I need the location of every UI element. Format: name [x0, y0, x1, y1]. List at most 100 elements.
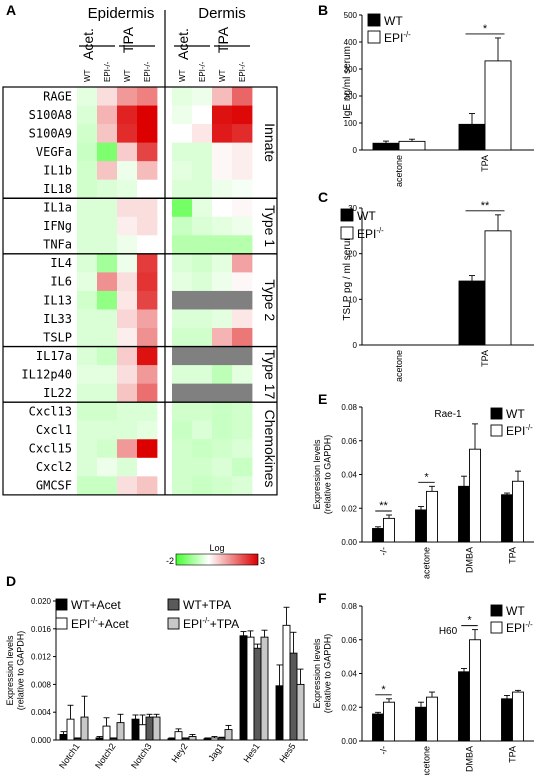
category-label: Chemokines: [262, 410, 278, 488]
heatmap-cell: [172, 124, 193, 144]
bar: [372, 528, 384, 543]
row-label: TSLP: [43, 330, 72, 344]
heatmap-cell: [97, 457, 118, 477]
heatmap-cell: [212, 309, 233, 329]
heatmap-cell: [117, 476, 138, 496]
bar: [501, 494, 513, 543]
bar: [469, 448, 481, 543]
bar: [224, 729, 233, 741]
y-tick-label: 0.04: [341, 471, 357, 480]
y-tick-label: 0.020: [31, 597, 52, 606]
heatmap-cell: [212, 365, 233, 385]
heatmap-cell: [77, 365, 98, 385]
heatmap-cell: [137, 124, 158, 144]
heatmap-cell: [137, 439, 158, 459]
bar: [59, 733, 68, 741]
row-label: IL4: [50, 256, 72, 270]
heatmap-cell: [192, 290, 213, 310]
heatmap-cell: [97, 402, 118, 422]
heatmap-cell: [137, 235, 158, 255]
heatmap-cell: [192, 346, 213, 366]
category-label: Hes5: [277, 741, 297, 764]
heatmap-cell: [172, 105, 193, 125]
legend-swatch: [55, 617, 68, 630]
genotype-label: EPI-/-: [198, 61, 207, 82]
panel-letter-f: F: [318, 590, 327, 606]
heatmap-cell: [232, 198, 253, 218]
heatmap-cell: [117, 216, 138, 236]
heatmap-cell: [192, 476, 213, 496]
heatmap-cell: [97, 124, 118, 144]
legend-label: WT+Acet: [71, 598, 121, 612]
heatmap-cell: [232, 309, 253, 329]
heatmap-cell: [172, 309, 193, 329]
bar: [174, 731, 183, 741]
bar: [484, 230, 512, 346]
heatmap-cell: [137, 105, 158, 125]
row-label: Cxcl13: [29, 405, 72, 419]
chart-f: 0.00 0.02 0.04 0.06 0.08 Expression levels (re…: [312, 602, 534, 775]
genotype-label: WT: [123, 69, 132, 82]
heatmap-cell: [192, 365, 213, 385]
bar: [260, 636, 269, 741]
heatmap-cell: [192, 253, 213, 273]
legend-label: WT+TPA: [183, 598, 231, 612]
heatmap-cell: [97, 235, 118, 255]
category-label: Notch1: [57, 741, 82, 770]
bar: [152, 716, 161, 741]
panel-letter-c: C: [318, 189, 328, 205]
heatmap-cell: [77, 253, 98, 273]
group-label: Epidermis: [88, 5, 155, 22]
heatmap-cell: [212, 420, 233, 440]
genotype-label: EPI-/-: [238, 61, 247, 82]
heatmap-cell: [232, 457, 253, 477]
chart-c: 0 10 20 30 TSLP pg / ml serum acetone TPA **: [340, 200, 534, 382]
heatmap-cell: [77, 124, 98, 144]
bar: [458, 671, 470, 742]
heatmap-cell: [97, 328, 118, 347]
heatmap-cell: [232, 105, 253, 125]
heatmap-cell: [117, 161, 138, 181]
heatmap-cell: [212, 476, 233, 496]
heatmap-cell: [212, 124, 233, 144]
legend-swatch: [55, 598, 68, 611]
y-axis-label: (relative to GAPDH): [323, 634, 333, 714]
heatmap-cell: [192, 420, 213, 440]
y-axis-label: Expression levels: [5, 635, 15, 706]
heatmap-cell: [232, 272, 253, 292]
heatmap-cell: [77, 383, 98, 403]
heatmap-cell: [232, 253, 253, 273]
heatmap-cell: [137, 309, 158, 329]
heatmap-cell: [117, 142, 138, 162]
bar: [239, 635, 248, 741]
heatmap-cell: [77, 161, 98, 181]
heatmap-cell: [172, 439, 193, 459]
heatmap-cell: [137, 87, 158, 106]
heatmap-cell: [97, 365, 118, 385]
heatmap-cell: [137, 402, 158, 422]
y-axis-label: TSLP pg / ml serum: [342, 232, 353, 320]
y-tick-label: 0.08: [341, 403, 357, 412]
heatmap-cell: [137, 290, 158, 310]
y-tick-label: 0: [353, 146, 358, 155]
bar: [383, 517, 395, 543]
legend-label: EPI-/-: [506, 423, 533, 438]
heatmap-cell: [192, 198, 213, 218]
legend-label: WT: [357, 209, 376, 223]
heatmap-cell: [172, 161, 193, 181]
legend-swatch: [167, 617, 180, 630]
heatmap-cell: [77, 476, 98, 496]
heatmap-cell: [192, 105, 213, 125]
panel-letter-a: A: [6, 2, 16, 18]
heatmap-cell: [97, 476, 118, 496]
category-label: Notch2: [93, 741, 118, 770]
row-label: IL1b: [43, 164, 72, 178]
heatmap-frame: [2, 86, 278, 496]
heatmap-cell: [77, 439, 98, 459]
category-label: DMBA: [465, 547, 475, 573]
heatmap-cell: [117, 272, 138, 292]
heatmap-cell: [117, 439, 138, 459]
heatmap-cell: [117, 105, 138, 125]
heatmap-cell: [172, 142, 193, 162]
heatmap-cell: [117, 346, 138, 366]
